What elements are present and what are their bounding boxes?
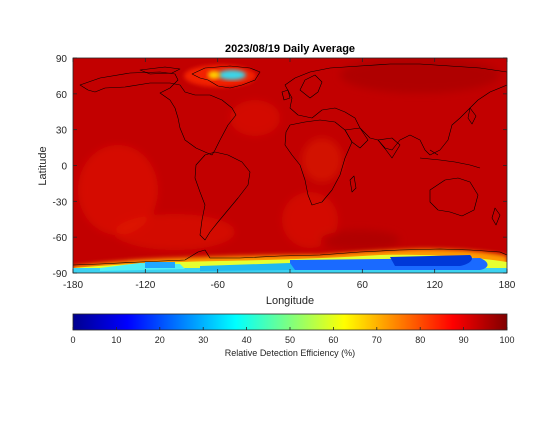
- map-field: [73, 58, 507, 273]
- colorbar-tick-label: 20: [155, 335, 165, 345]
- coastline-maritime-sea: [419, 149, 481, 169]
- antarctic-coast-darkblue: [390, 255, 472, 266]
- chart-title: 2023/08/19 Daily Average: [225, 43, 355, 55]
- x-tick-label: -120: [135, 280, 155, 291]
- colorbar-tick-label: 40: [242, 335, 252, 345]
- y-tick-label: 90: [56, 54, 68, 65]
- colorbar-tick-label: 30: [198, 335, 208, 345]
- coastline-africa: [284, 119, 353, 206]
- coastlines: [73, 63, 507, 266]
- colorbar-tick-label: 60: [328, 335, 338, 345]
- y-axis-label: Latitude: [37, 146, 49, 185]
- coastline-madagascar: [349, 175, 357, 193]
- colorbar: 0 10 20 30 40 50 60 70 80 90 100 Relative Detectio…: [70, 313, 515, 358]
- colorbar-tick-label: 0: [70, 335, 75, 345]
- colorbar-ticks: 0 10 20 30 40 50 60 70 80 90 100: [70, 327, 515, 345]
- y-tick-label: -60: [53, 233, 68, 244]
- greenland-yellow: [208, 71, 220, 79]
- x-tick-label: 60: [357, 280, 369, 291]
- coastline-greenland: [191, 65, 261, 89]
- x-tick-label: -180: [63, 280, 83, 291]
- coastline-arabia: [344, 127, 369, 149]
- coastline-north-america: [79, 71, 237, 156]
- x-axis-label: Longitude: [266, 295, 314, 307]
- antarctic-blue-strip: [145, 262, 175, 268]
- x-tick-label: 180: [499, 280, 516, 291]
- field-patch-north-atlantic: [230, 100, 280, 136]
- antarctic-band: [73, 249, 507, 273]
- field-patch-south-indian: [320, 230, 400, 250]
- colorbar-tick-label: 80: [415, 335, 425, 345]
- coastline-south-america: [194, 151, 251, 241]
- colorbar-tick-label: 50: [285, 335, 295, 345]
- y-tick-label: 60: [56, 90, 68, 101]
- greenland-core: [218, 70, 246, 80]
- coastline-scandinavia: [299, 74, 323, 99]
- coastline-new-zealand: [491, 207, 501, 226]
- y-tick-label: 0: [61, 162, 67, 173]
- colorbar-label: Relative Detection Efficiency (%): [225, 348, 355, 358]
- antarctic-cyan-patch-2: [200, 263, 295, 271]
- field-patch-pacific: [78, 145, 158, 235]
- y-axis-ticks: 90 60 30 0 -30 -60 -90: [53, 54, 507, 280]
- greenland-feature: [184, 65, 256, 87]
- y-tick-label: 30: [56, 126, 68, 137]
- y-tick-label: -90: [53, 269, 68, 280]
- x-tick-label: -60: [210, 280, 225, 291]
- colorbar-tick-label: 90: [459, 335, 469, 345]
- coastline-antarctica: [73, 248, 507, 266]
- coastline-india: [377, 137, 401, 159]
- colorbar-tick-label: 70: [372, 335, 382, 345]
- coastline-australia: [429, 177, 479, 217]
- field-patch-arctic-east: [340, 58, 500, 93]
- colorbar-tick-label: 10: [111, 335, 121, 345]
- coastline-uk: [281, 89, 291, 101]
- field-patch-atlantic: [282, 192, 338, 248]
- x-axis-ticks: -180 -120 -60 0 60 120 180: [63, 58, 516, 291]
- x-tick-label: 0: [287, 280, 293, 291]
- x-tick-label: 120: [426, 280, 443, 291]
- coastline-europe-asia: [284, 63, 507, 156]
- colorbar-tick-label: 100: [499, 335, 514, 345]
- field-patch-africa: [302, 138, 342, 182]
- field-patch-south-pacific: [115, 214, 235, 250]
- y-tick-label: -30: [53, 197, 68, 208]
- coastline-japan: [467, 107, 477, 125]
- coastline-arctic-islands: [139, 66, 181, 75]
